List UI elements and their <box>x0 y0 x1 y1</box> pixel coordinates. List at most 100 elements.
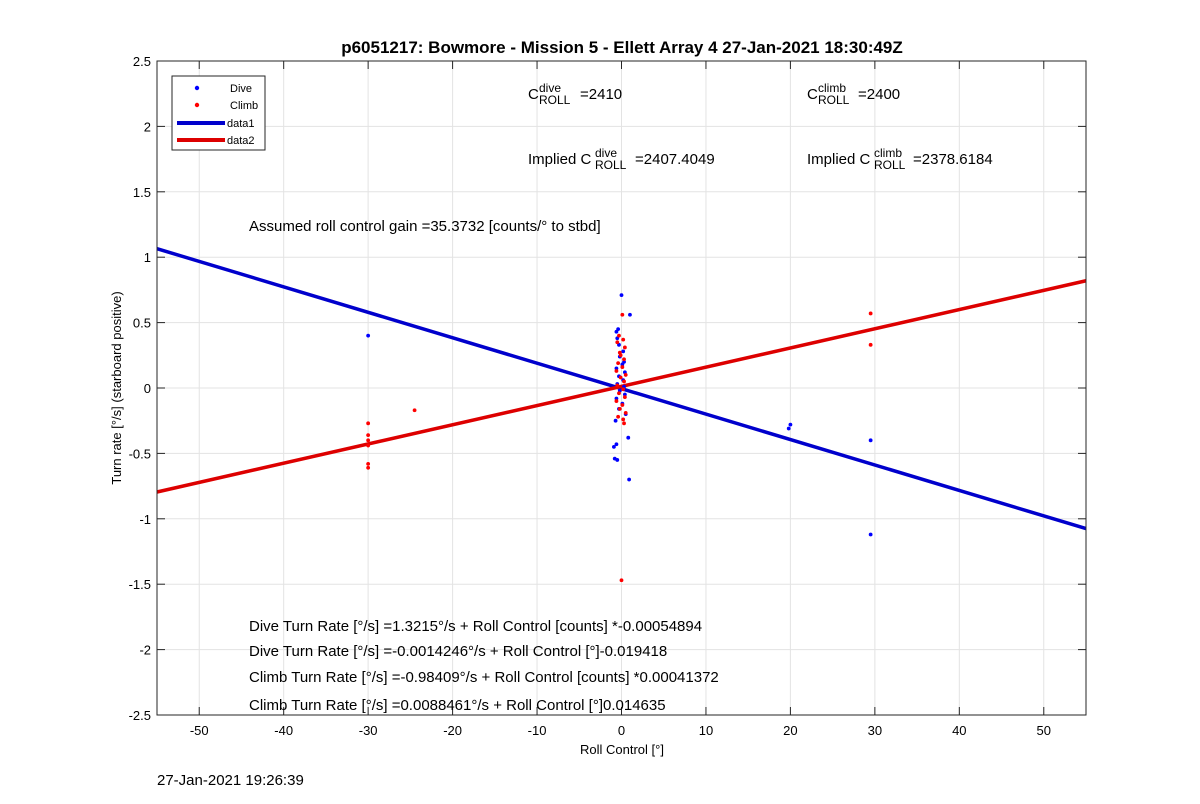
implied-dive-annotation: Implied C dive ROLL =2407.4049 <box>528 146 715 172</box>
climb-data-point <box>366 438 371 443</box>
climb-data-point <box>620 403 625 407</box>
climb-data-point <box>615 340 620 345</box>
y-tick-label: 0.5 <box>133 316 151 331</box>
climb-data-point <box>617 333 621 338</box>
dive-data-point <box>627 477 632 482</box>
implied-climb-prefix: Implied C <box>807 151 871 168</box>
x-tick-label: 20 <box>783 723 797 738</box>
climb-data-point <box>623 373 628 377</box>
implied-climb-sub: ROLL <box>874 158 906 172</box>
climb-fit-degrees: Climb Turn Rate [°/s] =0.0088461°/s + Ro… <box>249 697 666 714</box>
c-roll-dive-annotation: C dive ROLL =2410 <box>528 81 622 107</box>
dive-data-point <box>615 458 620 462</box>
x-axis-label: Roll Control [°] <box>580 742 664 757</box>
dive-data-point <box>621 349 626 354</box>
climb-data-point <box>366 443 371 448</box>
legend-box <box>171 75 266 151</box>
implied-dive-sup: dive <box>595 146 617 160</box>
legend-data2-label: data2 <box>227 135 255 147</box>
climb-data-point <box>619 578 624 583</box>
c-roll-climb-base: C <box>807 86 818 103</box>
climb-data-point <box>622 345 627 350</box>
implied-dive-sub: ROLL <box>595 158 627 172</box>
dive-data-point <box>868 532 873 537</box>
legend: Dive Climb data1 data2 <box>171 75 266 151</box>
climb-data-point <box>868 311 873 316</box>
climb-data-point <box>620 365 625 369</box>
climb-data-point <box>615 383 620 388</box>
implied-dive-value: =2407.4049 <box>635 151 715 168</box>
climb-data-point <box>621 417 626 422</box>
x-tick-label: -40 <box>274 723 293 738</box>
y-tick-label: 1.5 <box>133 185 151 200</box>
render-timestamp: 27-Jan-2021 19:26:39 <box>157 772 304 789</box>
climb-data-point <box>621 387 626 392</box>
implied-climb-annotation: Implied C climb ROLL =2378.6184 <box>807 146 993 172</box>
climb-data-point <box>616 361 621 366</box>
dive-data-point <box>788 422 793 427</box>
x-tick-label: 30 <box>868 723 882 738</box>
climb-data-point <box>618 353 623 358</box>
climb-data-point <box>622 357 626 362</box>
y-tick-label: -1.5 <box>129 577 151 592</box>
x-tick-label: 50 <box>1037 723 1051 738</box>
dive-fit-counts: Dive Turn Rate [°/s] =1.3215°/s + Roll C… <box>249 618 702 635</box>
implied-climb-sup: climb <box>874 146 902 160</box>
climb-data-point <box>616 414 621 419</box>
climb-data-point <box>366 421 371 426</box>
c-roll-climb-value: =2400 <box>858 86 900 103</box>
y-tick-label: 0 <box>144 381 151 396</box>
dive-data-point <box>620 362 625 367</box>
y-tick-label: -1 <box>139 512 151 527</box>
tick-marks: -50 -40 -30 -20 -10 0 10 20 30 40 50-2.5-2-1.5-1-0… <box>129 54 1086 738</box>
legend-dive-label: Dive <box>230 83 252 95</box>
c-roll-dive-value: =2410 <box>580 86 622 103</box>
legend-climb-marker <box>194 102 200 108</box>
roll-gain-annotation: Assumed roll control gain =35.3732 [coun… <box>249 218 601 235</box>
plot-data <box>156 247 1087 583</box>
c-roll-climb-sub: ROLL <box>818 93 850 107</box>
climb-data-point <box>412 408 417 413</box>
dive-data-point <box>614 366 619 371</box>
dive-data-point <box>628 312 632 317</box>
climb-data-point <box>618 375 623 380</box>
implied-climb-value: =2378.6184 <box>913 151 993 168</box>
c-roll-dive-sup: dive <box>539 81 561 95</box>
dive-data-point <box>868 438 873 443</box>
climb-data-point <box>614 369 619 373</box>
c-roll-climb-annotation: C climb ROLL =2400 <box>807 81 900 107</box>
climb-data-point <box>366 461 371 466</box>
dive-data-point <box>614 329 619 334</box>
y-tick-label: 1 <box>144 250 151 265</box>
x-tick-label: -50 <box>190 723 209 738</box>
dive-data-point <box>366 333 371 338</box>
x-tick-label: 40 <box>952 723 966 738</box>
x-tick-label: -10 <box>528 723 547 738</box>
data2-fit-line <box>156 279 1087 494</box>
legend-dive-marker <box>194 85 200 91</box>
legend-data1-label: data1 <box>227 118 255 130</box>
c-roll-climb-sup: climb <box>818 81 846 95</box>
dive-data-point <box>619 293 624 298</box>
dive-data-point <box>622 392 627 397</box>
climb-data-point <box>622 379 626 384</box>
dive-data-point <box>611 444 616 449</box>
y-tick-label: 2.5 <box>133 54 151 69</box>
c-roll-dive-sub: ROLL <box>539 93 571 107</box>
climb-data-point <box>622 421 626 426</box>
climb-fit-counts: Climb Turn Rate [°/s] =-0.98409°/s + Rol… <box>249 669 719 686</box>
dive-fit-degrees: Dive Turn Rate [°/s] =-0.0014246°/s + Ro… <box>249 643 667 660</box>
x-tick-label: 0 <box>618 723 625 738</box>
climb-data-point <box>868 342 873 347</box>
dive-data-point <box>613 418 618 423</box>
x-tick-label: -30 <box>359 723 378 738</box>
dive-data-point <box>614 396 619 401</box>
legend-climb-label: Climb <box>230 100 258 112</box>
y-axis-label: Turn rate [°/s] (starboard positive) <box>109 291 124 484</box>
climb-data-point <box>617 407 622 411</box>
dive-data-point <box>786 426 791 431</box>
climb-data-point <box>614 399 619 403</box>
climb-data-point <box>623 410 628 415</box>
x-tick-label: 10 <box>699 723 713 738</box>
